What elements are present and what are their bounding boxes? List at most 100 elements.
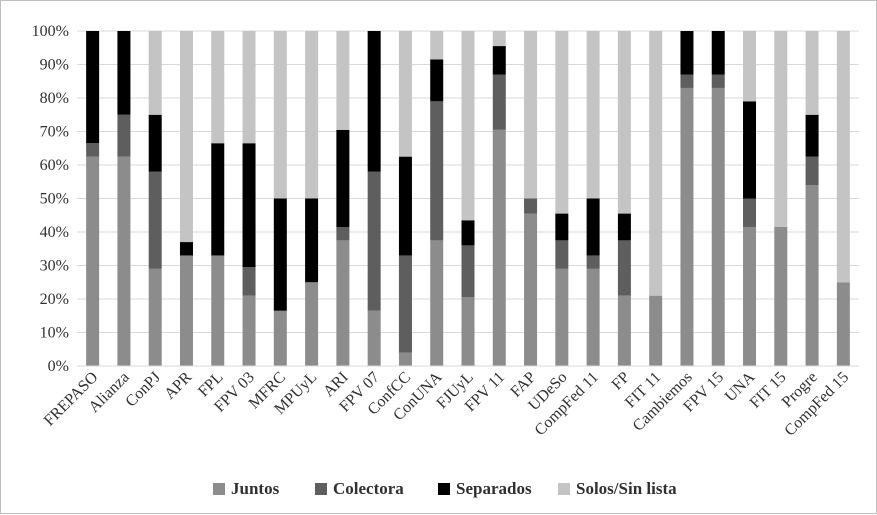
- bar-segment: [430, 101, 444, 241]
- y-tick-label: 50%: [40, 191, 69, 208]
- y-tick-label: 90%: [40, 57, 69, 74]
- y-tick-label: 20%: [40, 291, 69, 308]
- bar-segment: [461, 31, 475, 221]
- bar-segment: [743, 198, 757, 227]
- x-tick-label: FP: [609, 369, 634, 394]
- bar-segment: [555, 240, 569, 269]
- y-tick-label: 40%: [40, 224, 69, 241]
- legend-label: Solos/Sin lista: [576, 479, 677, 498]
- bar-segment: [680, 87, 694, 366]
- bar-segment: [711, 87, 725, 366]
- bar-segment: [336, 240, 350, 366]
- bar-segment: [273, 310, 287, 366]
- x-tick-label: APR: [161, 369, 195, 403]
- bar-segment: [743, 226, 757, 366]
- bar-segment: [398, 31, 412, 157]
- legend-swatch: [438, 483, 450, 495]
- bar-segment: [242, 31, 256, 144]
- bar-segment: [586, 31, 600, 199]
- x-tick-label: FIT 15: [747, 369, 790, 412]
- bar-segment: [336, 31, 350, 130]
- y-tick-label: 0%: [48, 358, 69, 375]
- bar-segment: [179, 242, 193, 256]
- legend-label: Separados: [456, 479, 532, 498]
- bar-segment: [148, 114, 162, 172]
- bar-segment: [211, 31, 225, 144]
- bar-segment: [242, 295, 256, 366]
- bar-segment: [555, 31, 569, 214]
- bar-segment: [461, 297, 475, 366]
- bar-segment: [805, 185, 819, 366]
- bar-segment: [524, 31, 538, 199]
- bar-segment: [430, 31, 444, 60]
- y-tick-label: 70%: [40, 124, 69, 141]
- bar-segment: [336, 226, 350, 241]
- bar-segment: [398, 352, 412, 366]
- bar-segment: [586, 255, 600, 269]
- legend-swatch: [213, 483, 225, 495]
- bar-segment: [86, 156, 100, 366]
- y-tick-label: 60%: [40, 157, 69, 174]
- bar-segment: [680, 74, 694, 88]
- legend-label: Colectora: [333, 479, 404, 498]
- bar-segment: [305, 31, 319, 199]
- bar-segment: [117, 114, 131, 157]
- bar-segment: [179, 31, 193, 243]
- bar-segment: [305, 198, 319, 283]
- bar-segment: [617, 295, 631, 366]
- bar-segment: [398, 156, 412, 256]
- bar-segment: [836, 282, 850, 366]
- bar-segment: [774, 226, 788, 366]
- legend-label: Juntos: [231, 479, 280, 498]
- bar-segment: [680, 31, 694, 75]
- bar-segment: [86, 31, 100, 144]
- bar-segment: [711, 31, 725, 75]
- x-tick-label: ConPJ: [122, 369, 164, 411]
- y-tick-label: 10%: [40, 325, 69, 342]
- bar-segment: [805, 31, 819, 115]
- bar-segment: [148, 171, 162, 269]
- bar-segment: [305, 282, 319, 366]
- bar-segment: [273, 31, 287, 199]
- bar-segment: [179, 255, 193, 366]
- bar-segment: [617, 213, 631, 241]
- legend-swatch: [558, 483, 570, 495]
- bar-segment: [492, 129, 506, 366]
- bar-segment: [524, 213, 538, 366]
- bar-segment: [367, 171, 381, 311]
- bar-segment: [336, 129, 350, 227]
- bar-segment: [617, 240, 631, 296]
- bar-segment: [555, 213, 569, 241]
- bar-segment: [273, 198, 287, 311]
- bar-segment: [649, 295, 663, 366]
- bar-segment: [367, 310, 381, 366]
- bar-segment: [836, 31, 850, 283]
- bar-segment: [117, 156, 131, 366]
- bar-segment: [398, 255, 412, 353]
- bar-segment: [617, 31, 631, 214]
- bar-segment: [492, 74, 506, 130]
- y-tick-label: 100%: [32, 23, 69, 40]
- bar-segment: [86, 143, 100, 157]
- y-tick-label: 80%: [40, 90, 69, 107]
- bar-segment: [461, 220, 475, 246]
- bar-segment: [586, 268, 600, 366]
- bar-segment: [586, 198, 600, 256]
- bar-segment: [805, 114, 819, 157]
- bar-segment: [148, 31, 162, 115]
- bar-segment: [242, 143, 256, 268]
- y-axis-ticks: 0% 10% 20% 30% 40% 50% 60% 70% 80% 90% 100%: [32, 23, 69, 375]
- bar-segment: [117, 31, 131, 115]
- bars: [86, 31, 850, 366]
- bar-segment: [743, 31, 757, 102]
- legend: Juntos Colectora Separados Solos/Sin lista: [213, 479, 677, 498]
- bar-segment: [805, 156, 819, 186]
- bar-segment: [430, 240, 444, 366]
- bar-segment: [430, 59, 444, 102]
- bar-segment: [711, 74, 725, 88]
- bar-segment: [148, 268, 162, 366]
- bar-segment: [774, 31, 788, 227]
- bar-segment: [211, 255, 225, 366]
